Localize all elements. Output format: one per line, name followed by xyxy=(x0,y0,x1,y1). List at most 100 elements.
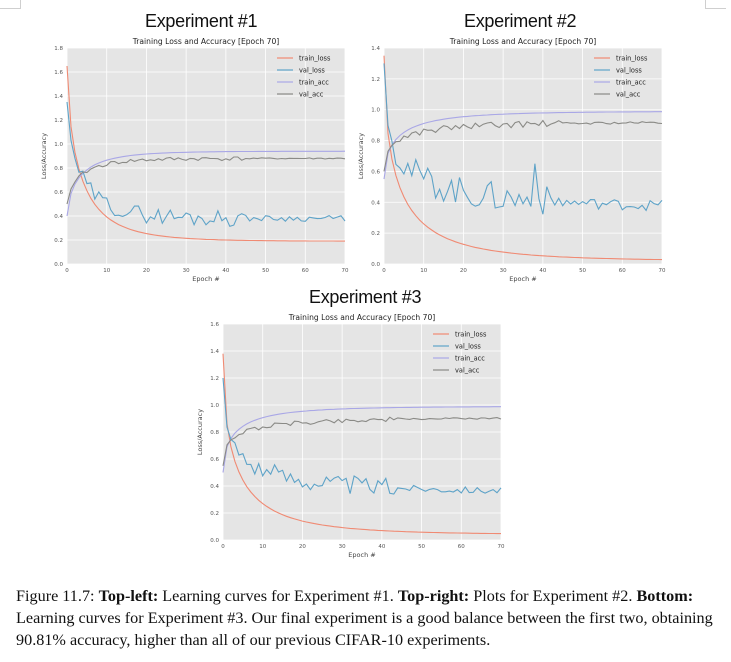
caption-top-right-text: Plots for Experiment #2. xyxy=(469,587,637,605)
x-tick-label: 50 xyxy=(262,268,269,274)
legend-label-val-loss: val_loss xyxy=(616,66,642,74)
legend-label-val-acc: val_acc xyxy=(455,366,480,374)
x-tick-label: 20 xyxy=(143,268,150,274)
caption-prefix: Figure 11.7: xyxy=(16,587,99,605)
y-tick-label: 0.6 xyxy=(371,169,380,175)
y-tick-label: 0.6 xyxy=(210,457,219,463)
x-tick-label: 10 xyxy=(420,268,427,274)
y-tick-label: 1.0 xyxy=(371,108,380,114)
series-line-val-acc xyxy=(222,416,502,466)
x-tick-label: 0 xyxy=(221,544,225,550)
series-line-train-acc xyxy=(383,111,662,180)
y-tick-label: 0.0 xyxy=(210,538,219,544)
y-tick-label: 0.2 xyxy=(54,238,63,244)
y-axis-label: Loss/Accuracy xyxy=(357,133,365,179)
y-tick-label: 0.8 xyxy=(210,430,219,436)
y-tick-label: 1.6 xyxy=(54,70,63,76)
experiment-2-chart: 0.0 0.2 0.4 0.6 0.8 1.0 1.2 1.4 0 10 20 30 40 50 60 70 T… xyxy=(357,37,666,283)
legend-label-train-acc: train_acc xyxy=(455,354,485,362)
x-tick-label: 50 xyxy=(418,544,425,550)
x-tick-label: 70 xyxy=(659,268,666,274)
y-tick-label: 1.4 xyxy=(210,349,219,355)
x-tick-label: 70 xyxy=(498,544,505,550)
y-tick-label: 0.8 xyxy=(371,139,380,145)
figure-caption: Figure 11.7: Top-left: Learning curves f… xyxy=(16,585,716,651)
experiment-3-chart: 0.0 0.2 0.4 0.6 0.8 1.0 1.2 1.4 1.6 0 10 20 30 40 50 60… xyxy=(196,313,505,559)
chart-title: Training Loss and Accuracy [Epoch 70] xyxy=(288,313,436,322)
x-axis-label: Epoch # xyxy=(348,551,375,559)
y-tick-label: 1.8 xyxy=(54,46,63,52)
legend-label-train-loss: train_loss xyxy=(616,54,648,62)
series-line-val-acc xyxy=(383,119,663,172)
x-axis-label: Epoch # xyxy=(509,275,536,283)
x-tick-label: 10 xyxy=(259,544,266,550)
series-line-train-loss xyxy=(383,55,663,261)
experiment-3-title: Experiment #3 xyxy=(309,287,422,307)
plot-background xyxy=(67,48,345,264)
chart-title: Training Loss and Accuracy [Epoch 70] xyxy=(449,37,597,46)
legend-label-train-acc: train_acc xyxy=(299,78,329,86)
legend-label-val-loss: val_loss xyxy=(455,342,481,350)
x-tick-label: 40 xyxy=(378,544,385,550)
y-tick-label: 0.4 xyxy=(210,484,219,490)
series-line-train-loss xyxy=(66,65,345,242)
page-corner-right xyxy=(705,0,726,9)
y-axis-label: Loss/Accuracy xyxy=(196,409,204,455)
plot-background xyxy=(384,48,662,264)
y-axis-label: Loss/Accuracy xyxy=(40,133,48,179)
x-tick-label: 60 xyxy=(458,544,465,550)
y-tick-label: 1.4 xyxy=(371,46,380,52)
y-tick-label: 0.4 xyxy=(54,214,63,220)
page-corner-left xyxy=(0,0,21,9)
experiment-1-title: Experiment #1 xyxy=(145,11,258,31)
caption-top-left-text: Learning curves for Experiment #1. xyxy=(158,587,398,605)
caption-bottom-text: Learning curves for Experiment #3. Our f… xyxy=(16,609,713,649)
y-tick-label: 1.0 xyxy=(210,403,219,409)
legend-label-val-acc: val_acc xyxy=(616,90,641,98)
y-tick-label: 1.2 xyxy=(54,118,63,124)
y-tick-label: 0.0 xyxy=(371,262,380,268)
legend-label-val-acc: val_acc xyxy=(299,90,324,98)
series-line-train-loss xyxy=(222,353,501,535)
x-tick-label: 0 xyxy=(382,268,386,274)
series-line-val-loss xyxy=(222,377,502,495)
y-tick-label: 0.2 xyxy=(210,511,219,517)
series-line-val-loss xyxy=(66,101,346,227)
x-tick-label: 30 xyxy=(183,268,190,274)
x-tick-label: 70 xyxy=(342,268,349,274)
x-tick-label: 40 xyxy=(222,268,229,274)
series-line-train-acc xyxy=(66,150,346,217)
legend-label-train-loss: train_loss xyxy=(299,54,331,62)
y-tick-label: 1.2 xyxy=(371,77,380,83)
y-tick-label: 0.8 xyxy=(54,166,63,172)
y-tick-label: 0.4 xyxy=(371,200,380,206)
y-tick-label: 0.0 xyxy=(54,262,63,268)
x-tick-label: 40 xyxy=(539,268,546,274)
caption-top-right-label: Top-right: xyxy=(397,587,470,605)
caption-top-left-label: Top-left: xyxy=(98,587,159,605)
series-line-train-acc xyxy=(222,406,501,473)
y-tick-label: 0.2 xyxy=(371,231,380,237)
x-tick-label: 20 xyxy=(299,544,306,550)
y-tick-label: 1.6 xyxy=(210,322,219,328)
x-axis-label: Epoch # xyxy=(192,275,219,283)
x-tick-label: 20 xyxy=(460,268,467,274)
chart-title: Training Loss and Accuracy [Epoch 70] xyxy=(132,37,280,46)
legend-label-train-loss: train_loss xyxy=(455,330,487,338)
x-tick-label: 10 xyxy=(103,268,110,274)
x-tick-label: 50 xyxy=(579,268,586,274)
x-tick-label: 30 xyxy=(500,268,507,274)
y-tick-label: 1.4 xyxy=(54,94,63,100)
legend-label-val-loss: val_loss xyxy=(299,66,325,74)
y-tick-label: 1.0 xyxy=(54,142,63,148)
series-line-val-acc xyxy=(66,156,346,205)
y-tick-label: 0.6 xyxy=(54,190,63,196)
x-tick-label: 0 xyxy=(65,268,69,274)
legend-label-train-acc: train_acc xyxy=(616,78,646,86)
x-tick-label: 30 xyxy=(339,544,346,550)
series-line-val-loss xyxy=(383,63,663,215)
y-tick-label: 1.2 xyxy=(210,376,219,382)
x-tick-label: 60 xyxy=(619,268,626,274)
experiment-2-title: Experiment #2 xyxy=(464,11,577,31)
experiment-1-chart: 0.0 0.2 0.4 0.6 0.8 1.0 1.2 1.4 1.6 1.8 0 10 20 30 40 5… xyxy=(40,37,349,283)
